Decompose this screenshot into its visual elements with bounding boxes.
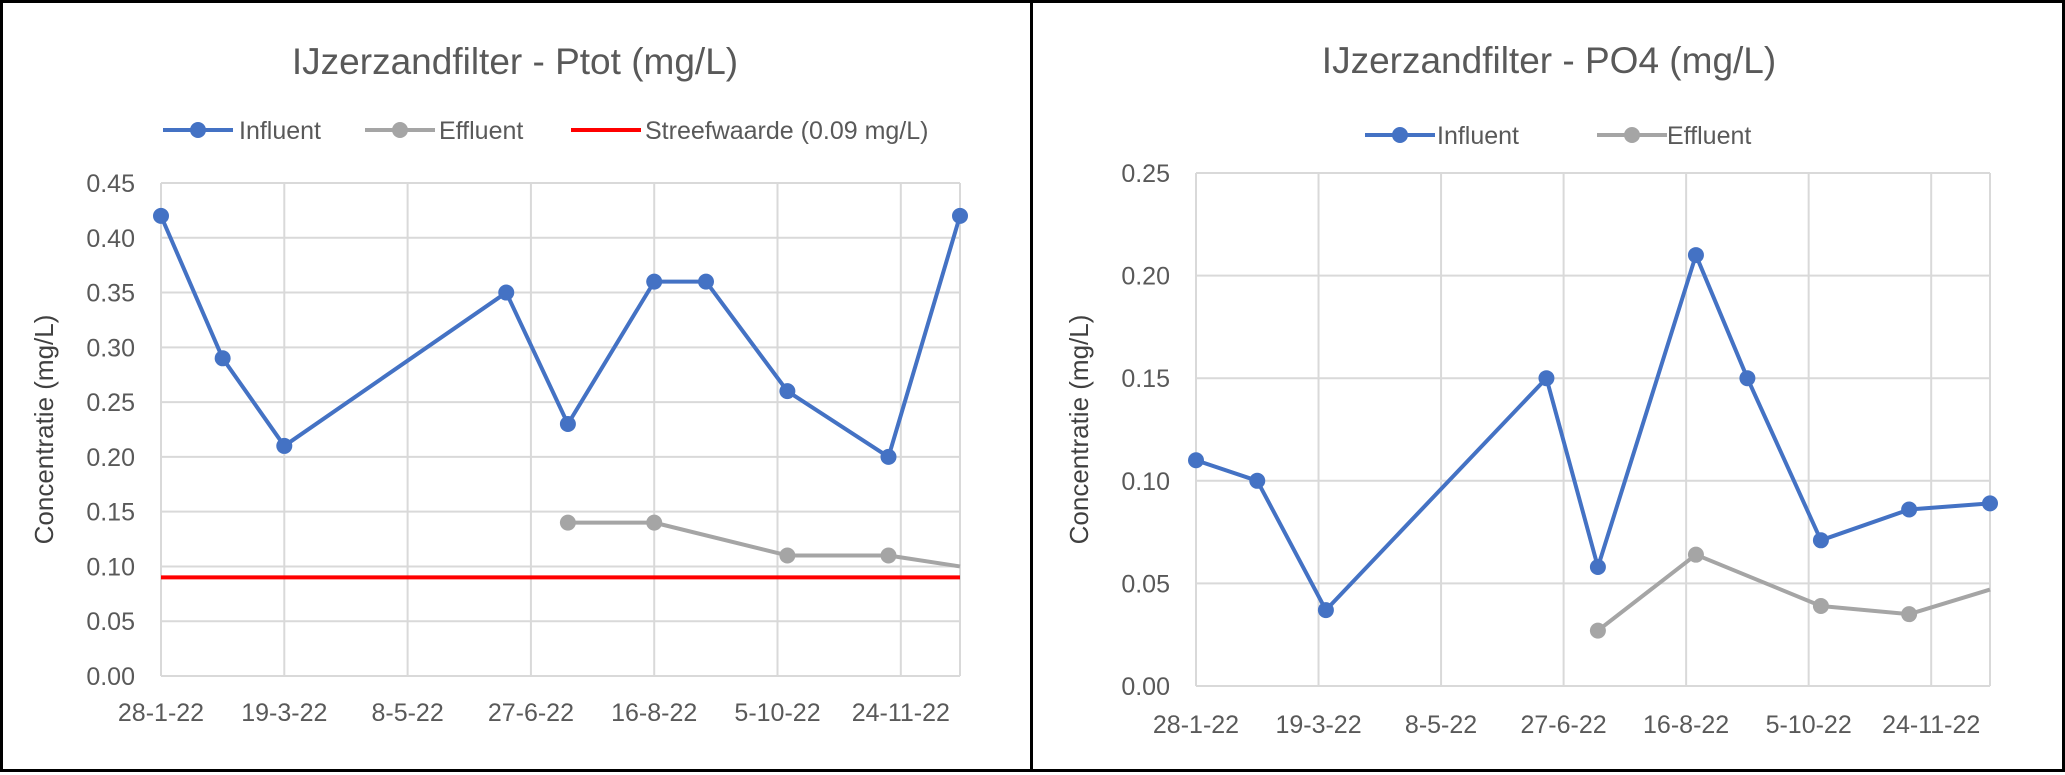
legend-label: Influent xyxy=(1437,122,1519,150)
y-tick-label: 0.25 xyxy=(86,389,135,417)
y-axis-label: Concentratie (mg/L) xyxy=(1064,315,1094,545)
x-tick-label: 16-8-22 xyxy=(611,699,697,727)
y-tick-label: 0.05 xyxy=(1121,570,1170,598)
data-point xyxy=(214,350,231,367)
y-tick-label: 0.25 xyxy=(1121,160,1170,188)
data-point xyxy=(1687,546,1704,563)
legend-marker xyxy=(190,122,206,138)
data-point xyxy=(1538,370,1555,387)
x-tick-label: 5-10-22 xyxy=(1766,711,1852,739)
x-tick-label: 19-3-22 xyxy=(1275,711,1361,739)
data-point xyxy=(1589,622,1606,639)
y-tick-label: 0.35 xyxy=(86,280,135,308)
y-tick-label: 0.00 xyxy=(86,663,135,691)
data-point xyxy=(1589,558,1606,575)
y-tick-label: 0.10 xyxy=(1121,468,1170,496)
data-point xyxy=(952,207,968,224)
chart-panel-ptot: IJzerzandfilter - Ptot (mg/L) 0.00 0.05 0.1… xyxy=(0,0,1033,772)
x-tick-label: 27-6-22 xyxy=(1521,711,1607,739)
legend-marker xyxy=(392,122,408,138)
y-tick-label: 0.10 xyxy=(86,553,135,581)
series-line-influent xyxy=(1195,253,1991,613)
y-tick-label: 0.15 xyxy=(86,499,135,527)
data-point xyxy=(1188,452,1204,469)
data-point xyxy=(1317,602,1334,619)
chart-po4: IJzerzandfilter - PO4 (mg/L) 0.00 0.05 0.10… xyxy=(1064,40,1998,739)
y-tick-label: 0.20 xyxy=(1121,263,1170,291)
x-tick-label: 16-8-22 xyxy=(1643,711,1729,739)
y-tick-label: 0.45 xyxy=(86,170,135,198)
series-line-influent xyxy=(159,215,962,459)
data-point xyxy=(1687,247,1704,264)
chart-ptot: IJzerzandfilter - Ptot (mg/L) 0.00 0.05 0.1… xyxy=(29,41,968,727)
y-tick-label: 0.05 xyxy=(86,608,135,636)
data-point xyxy=(779,547,796,564)
data-point xyxy=(1739,370,1756,387)
data-point xyxy=(1982,495,1998,512)
x-tick-label: 24-11-22 xyxy=(1882,711,1980,739)
data-point xyxy=(1901,501,1918,518)
data-point xyxy=(276,437,293,454)
chart-panel-po4: IJzerzandfilter - PO4 (mg/L) 0.00 0.05 0.10… xyxy=(1030,0,2065,772)
data-point xyxy=(646,514,663,531)
data-point xyxy=(646,273,663,290)
data-point xyxy=(880,547,897,564)
x-tick-label: 28-1-22 xyxy=(118,699,204,727)
data-point xyxy=(1901,606,1918,623)
chart-title: IJzerzandfilter - PO4 (mg/L) xyxy=(1322,40,1776,81)
legend-label: Streefwaarde (0.09 mg/L) xyxy=(645,117,928,145)
data-point xyxy=(1812,532,1829,549)
x-tick-label: 28-1-22 xyxy=(1153,711,1239,739)
chart-title: IJzerzandfilter - Ptot (mg/L) xyxy=(292,41,738,82)
y-tick-label: 0.20 xyxy=(86,444,135,472)
y-tick-label: 0.40 xyxy=(86,225,135,253)
data-point xyxy=(498,284,515,301)
data-point xyxy=(779,383,796,400)
data-point xyxy=(1812,597,1829,614)
legend-label: Influent xyxy=(239,117,321,145)
x-tick-label: 5-10-22 xyxy=(734,699,820,727)
legend-label: Effluent xyxy=(1667,122,1751,150)
x-tick-label: 19-3-22 xyxy=(241,699,327,727)
x-tick-label: 8-5-22 xyxy=(1405,711,1477,739)
x-tick-label: 27-6-22 xyxy=(488,699,574,727)
data-point xyxy=(697,273,714,290)
y-tick-label: 0.15 xyxy=(1121,365,1170,393)
x-tick-label: 8-5-22 xyxy=(371,699,443,727)
x-tick-label: 24-11-22 xyxy=(852,699,950,727)
y-tick-label: 0.30 xyxy=(86,334,135,362)
data-point xyxy=(880,448,897,465)
legend-marker xyxy=(1624,127,1640,143)
data-point xyxy=(559,416,576,433)
data-point xyxy=(153,207,169,224)
data-point xyxy=(559,514,576,531)
y-axis-label: Concentratie (mg/L) xyxy=(29,315,59,545)
y-tick-label: 0.00 xyxy=(1121,673,1170,701)
data-point xyxy=(1249,472,1266,489)
legend-label: Effluent xyxy=(439,117,523,145)
legend-marker xyxy=(1392,127,1408,143)
